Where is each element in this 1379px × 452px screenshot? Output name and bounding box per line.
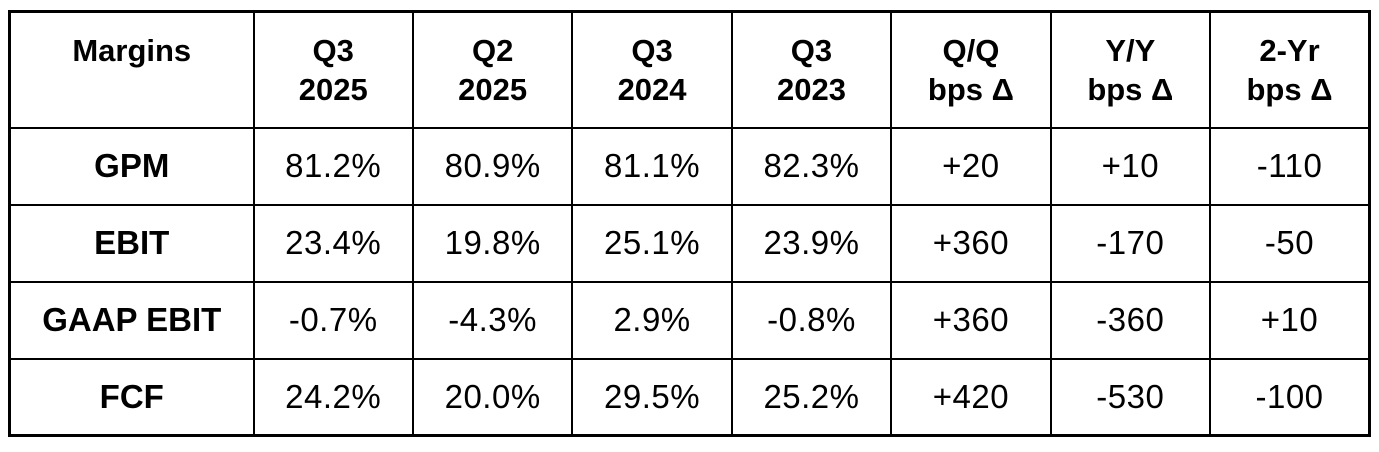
table-cell: -4.3% <box>411 280 574 360</box>
table-cell: -0.7% <box>252 280 414 360</box>
row-label-gpm: GPM <box>8 126 255 206</box>
header-line1: Q2 <box>471 32 514 68</box>
table-cell: 25.2% <box>730 357 893 437</box>
row-label-ebit: EBIT <box>8 203 255 283</box>
table-cell: -170 <box>1049 203 1212 283</box>
header-line2: bps Δ <box>927 71 1014 107</box>
header-line2: 2024 <box>617 71 687 107</box>
col-header-margins: Margins <box>8 10 255 129</box>
col-header-qq-bps-delta: Q/Q bps Δ <box>890 10 1052 129</box>
table-cell: +10 <box>1049 126 1212 206</box>
header-line1: Q3 <box>312 32 354 68</box>
header-line2: 2023 <box>776 71 846 107</box>
table-cell: +360 <box>890 203 1052 283</box>
table-cell: 81.1% <box>571 126 733 206</box>
table-cell: -50 <box>1209 203 1371 283</box>
table-cell: 2.9% <box>571 280 733 360</box>
table-cell: 23.9% <box>730 203 893 283</box>
header-line1: Q3 <box>790 32 833 68</box>
table-cell: +420 <box>890 357 1052 437</box>
table-cell: 23.4% <box>252 203 414 283</box>
col-header-q3-2025: Q3 2025 <box>252 10 414 129</box>
header-line2: 2025 <box>458 71 528 107</box>
table-cell: +360 <box>890 280 1052 360</box>
table-cell: -100 <box>1209 357 1371 437</box>
table-cell: 82.3% <box>730 126 893 206</box>
header-line2: bps Δ <box>1087 71 1174 107</box>
header-line1: Y/Y <box>1105 32 1156 68</box>
table-cell: -360 <box>1049 280 1212 360</box>
header-row: Margins Q3 2025 Q2 2025 Q3 2024 Q3 2023 … <box>8 10 1371 129</box>
header-line1: 2-Yr <box>1259 32 1320 68</box>
table-cell: 20.0% <box>411 357 574 437</box>
margins-table: Margins Q3 2025 Q2 2025 Q3 2024 Q3 2023 … <box>8 10 1371 437</box>
table-cell: 81.2% <box>252 126 414 206</box>
header-line2: 2025 <box>298 71 368 107</box>
table-cell: -110 <box>1209 126 1371 206</box>
table-cell: 29.5% <box>571 357 733 437</box>
table-cell: 19.8% <box>411 203 574 283</box>
table-row-gaap-ebit: GAAP EBIT -0.7% -4.3% 2.9% -0.8% +360 -3… <box>8 280 1371 360</box>
header-line2: bps Δ <box>1246 71 1333 107</box>
table-cell: -0.8% <box>730 280 893 360</box>
row-label-gaap-ebit: GAAP EBIT <box>8 280 255 360</box>
table-cell: 80.9% <box>411 126 574 206</box>
header-line1: Q3 <box>631 32 673 68</box>
table-cell: -530 <box>1049 357 1212 437</box>
col-header-q3-2023: Q3 2023 <box>730 10 893 129</box>
col-header-yy-bps-delta: Y/Y bps Δ <box>1049 10 1212 129</box>
header-line2 <box>12 70 252 109</box>
row-label-fcf: FCF <box>8 357 255 437</box>
col-header-2yr-bps-delta: 2-Yr bps Δ <box>1209 10 1371 129</box>
table-row-ebit: EBIT 23.4% 19.8% 25.1% 23.9% +360 -170 -… <box>8 203 1371 283</box>
table-cell: 24.2% <box>252 357 414 437</box>
col-header-q3-2024: Q3 2024 <box>571 10 733 129</box>
table-cell: 25.1% <box>571 203 733 283</box>
table-cell: +20 <box>890 126 1052 206</box>
table-row-fcf: FCF 24.2% 20.0% 29.5% 25.2% +420 -530 -1… <box>8 357 1371 437</box>
header-line1: Q/Q <box>942 32 1000 68</box>
header-line1: Margins <box>72 32 192 68</box>
table-row-gpm: GPM 81.2% 80.9% 81.1% 82.3% +20 +10 -110 <box>8 126 1371 206</box>
col-header-q2-2025: Q2 2025 <box>411 10 574 129</box>
table-cell: +10 <box>1209 280 1371 360</box>
